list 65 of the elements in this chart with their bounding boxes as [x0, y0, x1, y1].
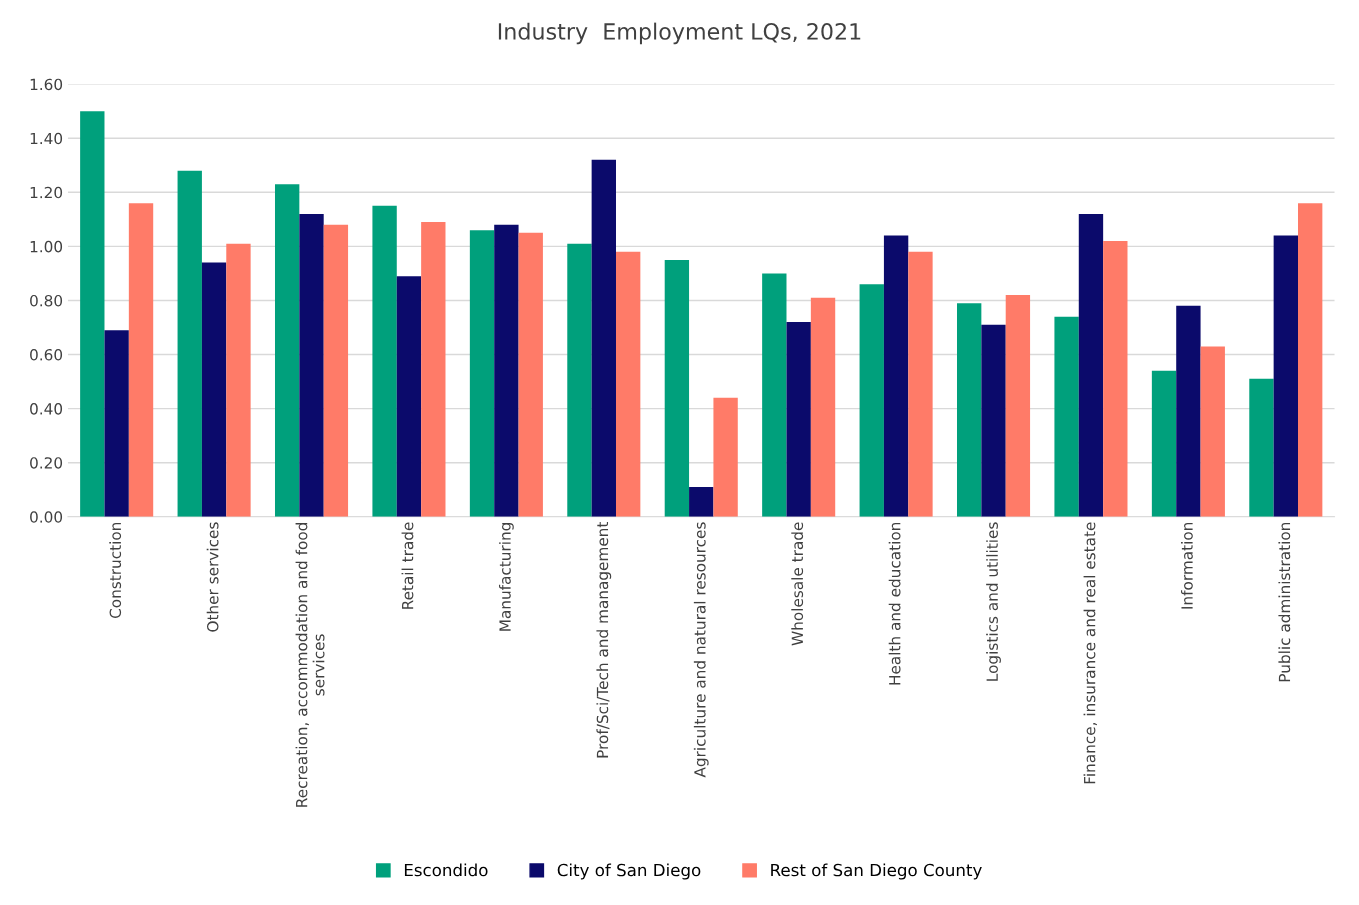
x-tick-label: Public administration — [1278, 522, 1291, 682]
x-tick-label: Agriculture and natural resources — [693, 522, 709, 778]
x-tick-label: Prof/Sci/Tech and management — [596, 521, 612, 758]
bar — [762, 273, 787, 517]
bar — [883, 235, 909, 517]
x-tick-label: Other services — [206, 522, 219, 632]
bar — [226, 243, 251, 517]
bar — [1005, 295, 1031, 517]
bar — [1249, 378, 1274, 517]
y-tick-label: 0.00 — [30, 511, 63, 523]
bar — [713, 397, 738, 517]
x-tick-label: Information — [1181, 522, 1193, 609]
bar — [1151, 370, 1177, 517]
bar — [1103, 240, 1128, 517]
bar — [1054, 316, 1079, 517]
bar — [908, 251, 933, 517]
x-tick-label: Recreation, accommodation and food services — [295, 523, 325, 807]
bar — [1078, 213, 1104, 517]
bar — [372, 205, 397, 517]
bar — [786, 322, 811, 517]
bar — [421, 222, 446, 517]
bar — [518, 232, 543, 517]
x-tick-label: Health and education — [888, 522, 901, 685]
legend-label: City of San Diego — [557, 863, 701, 880]
bar — [80, 111, 105, 517]
x-tick-label: Finance, insurance and real estate — [1083, 522, 1097, 784]
y-tick-label: 0.40 — [30, 403, 63, 415]
y-tick-label: 0.80 — [30, 294, 63, 307]
bar — [1200, 346, 1225, 517]
bar — [689, 487, 714, 517]
bar — [1298, 203, 1323, 517]
x-tick-label: Wholesale trade — [791, 522, 804, 646]
bar — [323, 224, 349, 517]
y-tick-label: 1.00 — [30, 240, 63, 253]
x-tick-label: Manufacturing — [498, 523, 514, 631]
legend-label: Escondido — [404, 863, 488, 877]
bar — [494, 224, 519, 517]
bar — [299, 213, 324, 517]
bar — [1176, 305, 1201, 517]
bar — [664, 259, 690, 517]
x-tick-label: Retail trade — [401, 522, 414, 609]
bar — [810, 297, 836, 517]
y-tick-label: 1.60 — [30, 78, 63, 91]
bar — [591, 159, 616, 517]
bar — [201, 262, 227, 517]
y-tick-label: 1.40 — [30, 132, 63, 145]
bar — [469, 230, 495, 517]
chart-title: Industry Employment LQs, 2021 — [498, 22, 861, 45]
bar — [1273, 235, 1298, 517]
bar — [859, 284, 884, 517]
bar — [396, 276, 422, 517]
bar — [104, 330, 129, 517]
legend-label: Rest of San Diego County — [771, 863, 982, 880]
bar — [567, 243, 592, 517]
bar — [128, 203, 154, 517]
y-tick-label: 1.20 — [30, 186, 63, 199]
bar — [615, 251, 641, 517]
x-tick-label: Logistics and utilities — [986, 522, 1001, 681]
y-tick-label: 0.20 — [30, 457, 63, 469]
bar — [957, 303, 982, 517]
x-tick-label: Construction — [109, 522, 122, 619]
bar — [177, 170, 202, 517]
bar — [981, 324, 1006, 517]
y-tick-label: 0.60 — [30, 349, 63, 361]
bar — [274, 184, 300, 517]
